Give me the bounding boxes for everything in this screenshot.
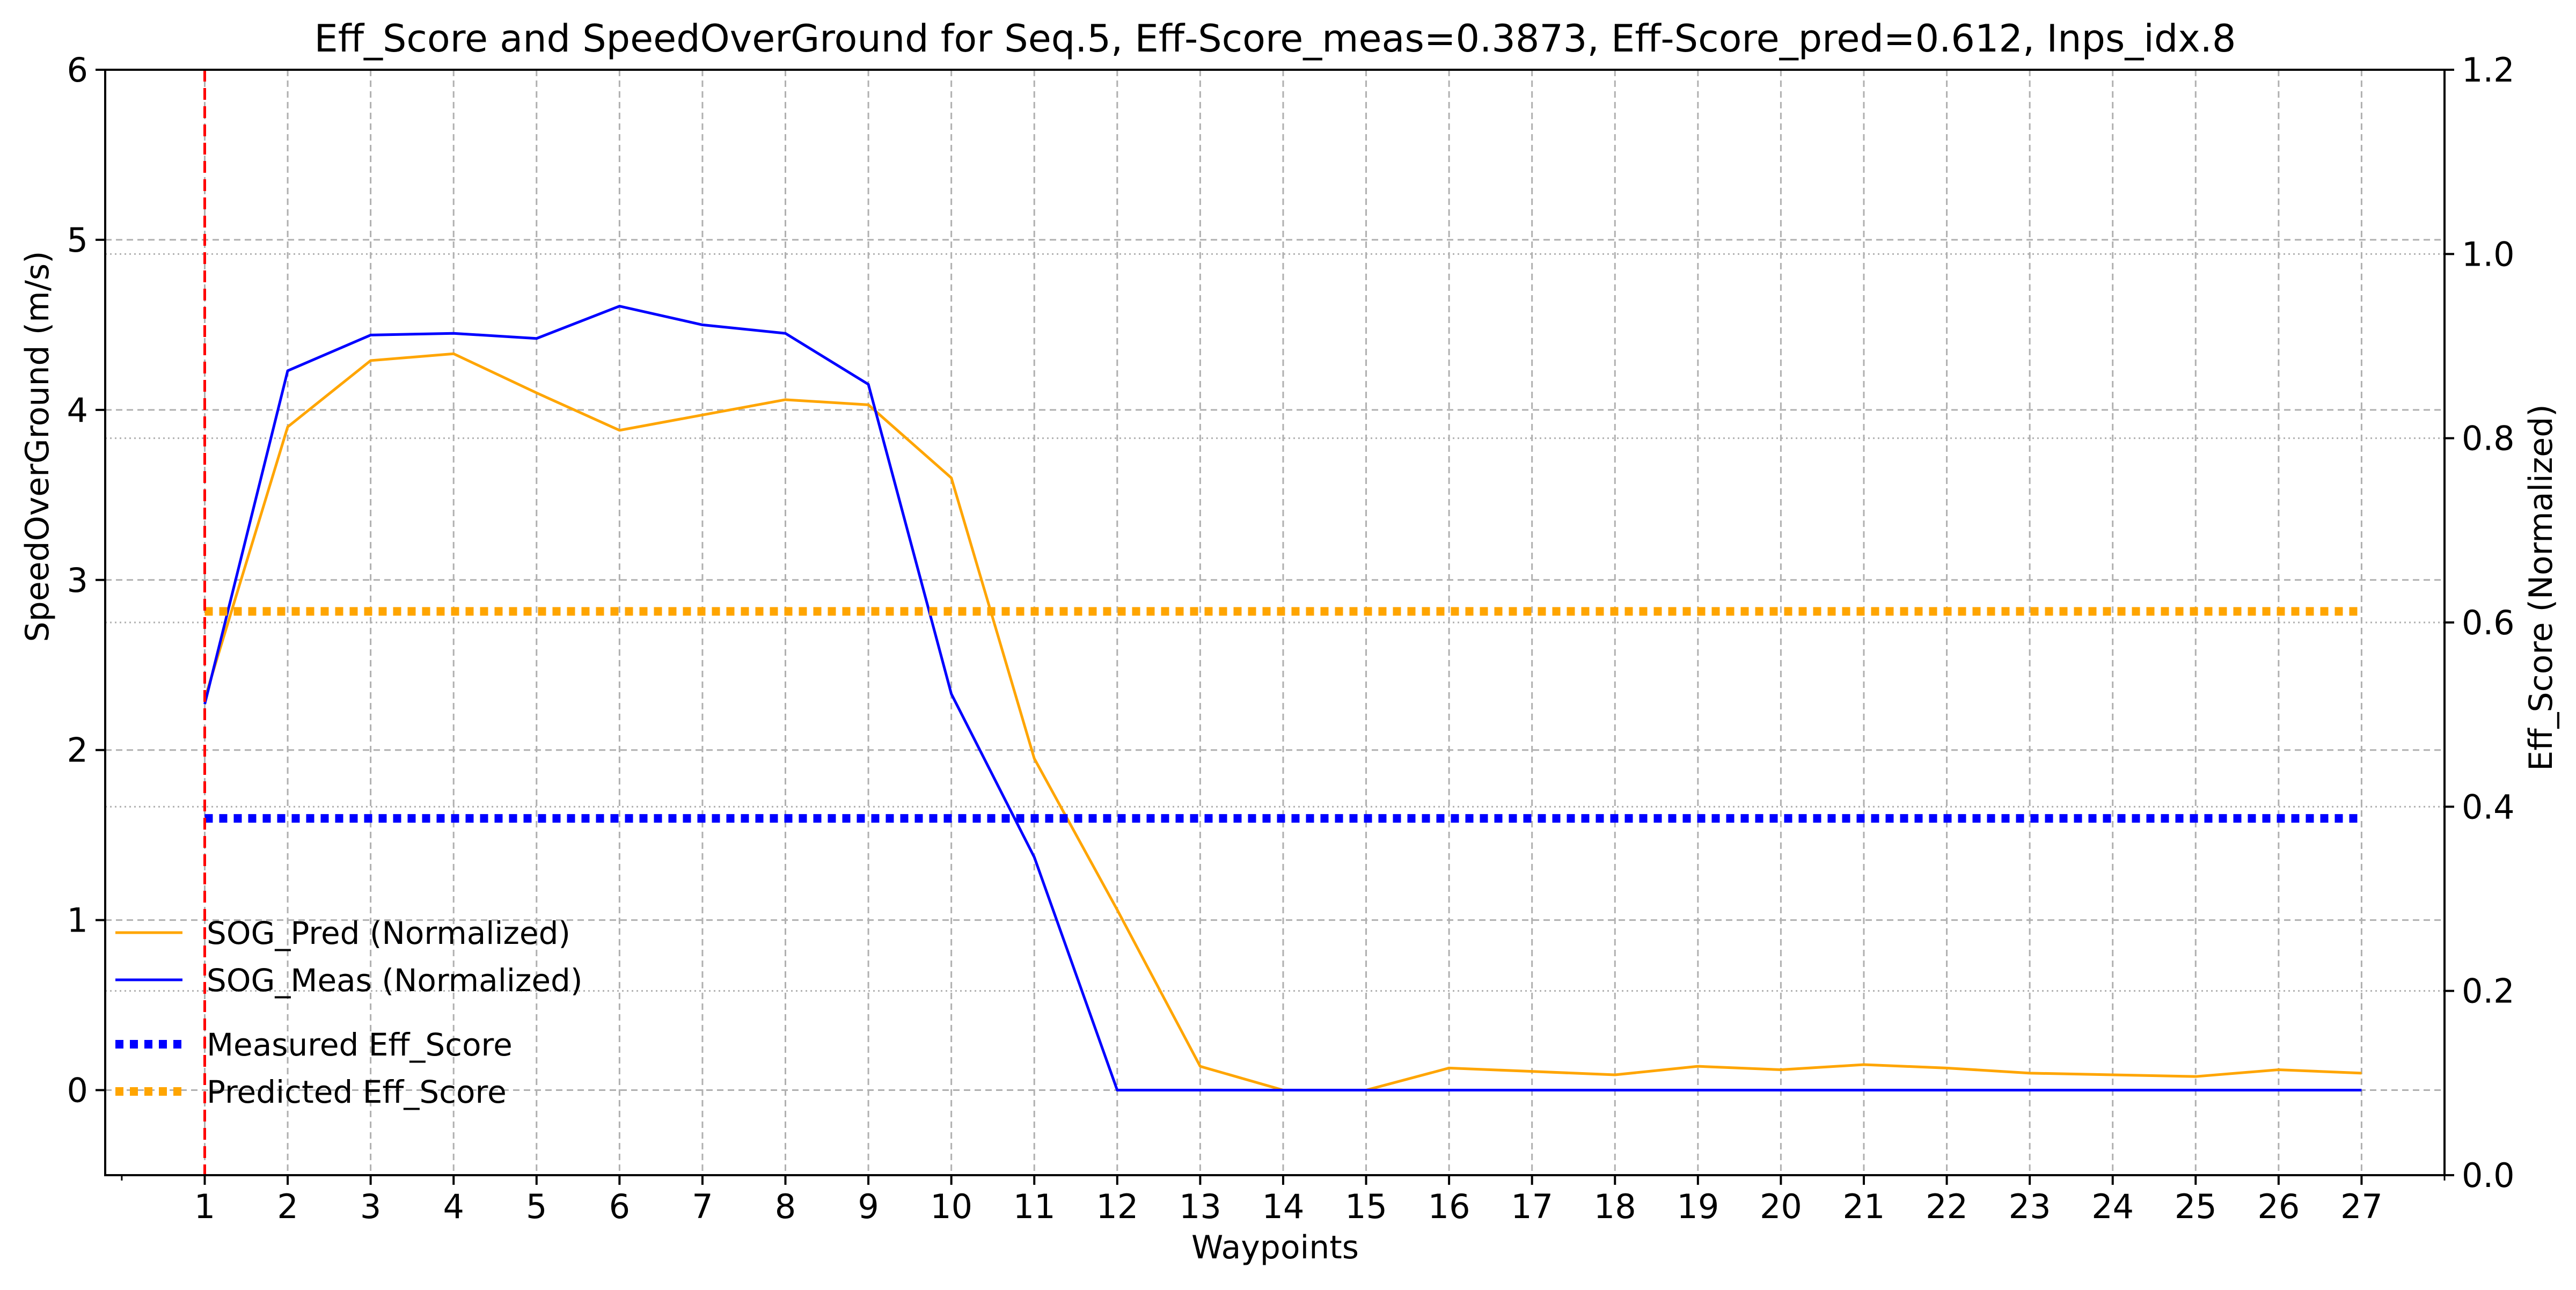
y-tick-label: 3 <box>67 561 88 600</box>
y-right-tick-label: 1.2 <box>2462 50 2515 90</box>
grid-layer <box>105 69 2445 1176</box>
y-tick-label: 1 <box>67 901 88 940</box>
y-tick-label: 0 <box>67 1071 88 1110</box>
y-tick-label: 2 <box>67 731 88 770</box>
x-tick-label: 11 <box>1013 1187 1056 1226</box>
y-right-tick-label: 0.6 <box>2462 603 2515 642</box>
x-tick-label: 16 <box>1428 1187 1470 1226</box>
legend-label-2: Measured Eff_Score <box>207 1027 513 1063</box>
x-tick-label: 15 <box>1345 1187 1387 1226</box>
axes-layer: 1 2 3 4 5 6 7 8 9 10 11 12 13 14 15 16 17 18 19 20 21 22 23 24 2… <box>67 50 2515 1226</box>
x-tick-label: 6 <box>609 1187 630 1226</box>
y-right-tick-label: 0.4 <box>2462 787 2515 826</box>
y-right-tick-label: 0.0 <box>2462 1156 2515 1195</box>
x-tick-label: 8 <box>775 1187 796 1226</box>
x-tick-label: 9 <box>858 1187 879 1226</box>
y-tick-label: 4 <box>67 391 88 430</box>
x-tick-label: 13 <box>1179 1187 1221 1226</box>
x-tick-label: 25 <box>2175 1187 2217 1226</box>
x-tick-label: 19 <box>1677 1187 1719 1226</box>
x-tick-label: 20 <box>1760 1187 1802 1226</box>
x-tick-label: 3 <box>360 1187 381 1226</box>
x-tick-label: 26 <box>2257 1187 2300 1226</box>
x-tick-label: 21 <box>1843 1187 1885 1226</box>
y-tick-label: 6 <box>67 50 88 90</box>
x-tick-label: 5 <box>526 1187 547 1226</box>
x-tick-label: 27 <box>2340 1187 2383 1226</box>
x-tick-label: 7 <box>692 1187 713 1226</box>
legend-label-1: SOG_Meas (Normalized) <box>207 962 583 999</box>
legend-label-0: SOG_Pred (Normalized) <box>207 915 570 951</box>
x-tick-label: 23 <box>2009 1187 2051 1226</box>
x-tick-label: 10 <box>930 1187 972 1226</box>
x-tick-label: 1 <box>194 1187 215 1226</box>
x-tick-label: 4 <box>443 1187 464 1226</box>
x-axis-label: Waypoints <box>1191 1229 1359 1266</box>
x-tick-label: 2 <box>277 1187 298 1226</box>
legend: SOG_Pred (Normalized) SOG_Meas (Normalize… <box>115 915 583 1110</box>
x-tick-label: 17 <box>1511 1187 1553 1226</box>
x-tick-label: 22 <box>1926 1187 1968 1226</box>
y-axis-label: SpeedOverGround (m/s) <box>19 251 56 642</box>
series-layer <box>203 70 2362 1175</box>
series-line-1 <box>203 305 2362 1092</box>
x-tick-label: 24 <box>2091 1187 2134 1226</box>
legend-label-3: Predicted Eff_Score <box>207 1074 507 1110</box>
x-tick-label: 12 <box>1096 1187 1138 1226</box>
chart-title: Eff_Score and SpeedOverGround for Seq.5,… <box>314 17 2236 61</box>
x-tick-label: 18 <box>1594 1187 1636 1226</box>
y-right-tick-label: 0.8 <box>2462 419 2515 458</box>
y-axis-label-right: Eff_Score (Normalized) <box>2522 404 2560 771</box>
x-tick-label: 14 <box>1262 1187 1305 1226</box>
y-right-tick-label: 1.0 <box>2462 234 2515 274</box>
y-right-tick-label: 0.2 <box>2462 972 2515 1011</box>
y-tick-label: 5 <box>67 221 88 260</box>
